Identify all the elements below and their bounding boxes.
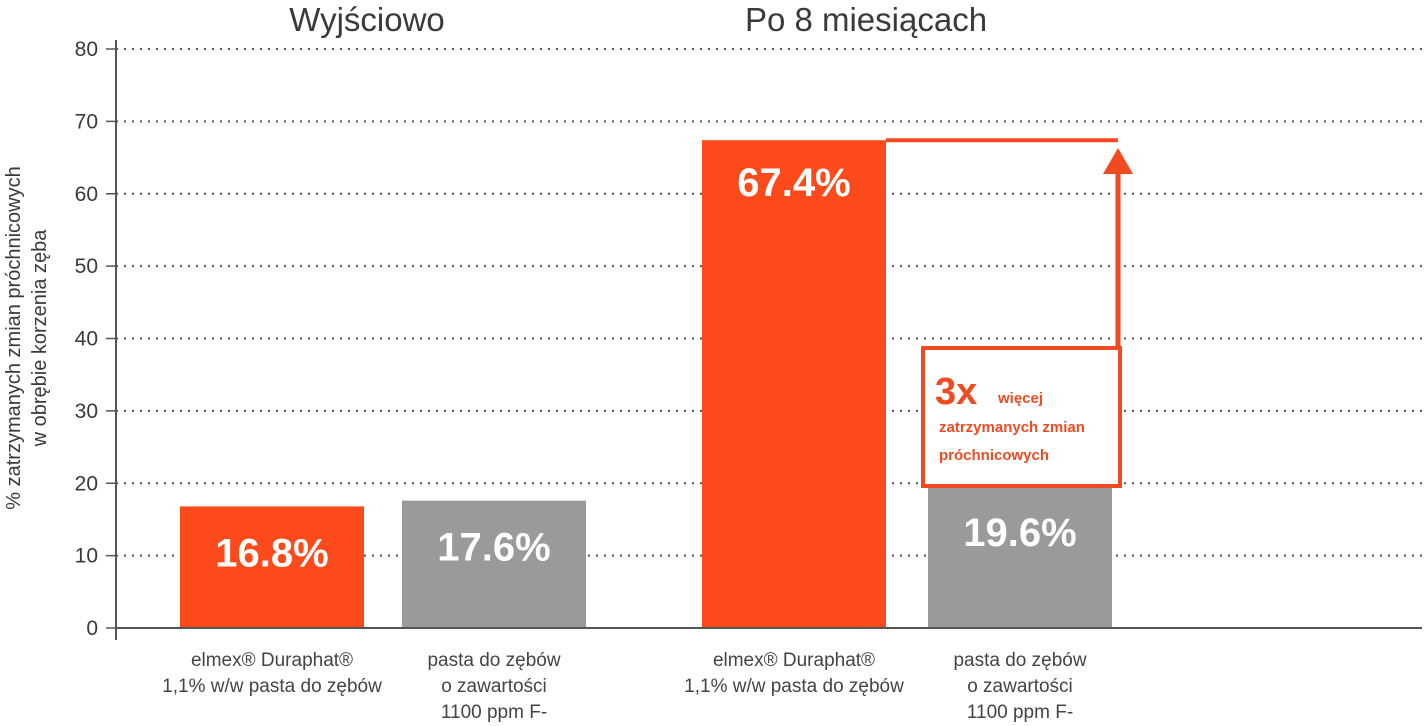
data-label: 19.6%: [963, 511, 1076, 555]
group-titles: Wyjściowo Po 8 miesiącach: [289, 1, 987, 38]
bar: [928, 486, 1112, 628]
y-tick-label: 40: [75, 328, 98, 351]
annotation-line: próchnicowych: [939, 447, 1049, 464]
y-tick-label: 80: [75, 38, 98, 61]
y-tick-label: 30: [75, 400, 98, 423]
annotation-line: zatrzymanych zmian: [939, 419, 1085, 436]
category-label-line: o zawartości: [967, 676, 1073, 697]
y-tick-label: 0: [86, 617, 98, 640]
y-tick-label: 20: [75, 472, 98, 495]
category-label-line: elmex® Duraphat®: [713, 650, 875, 671]
data-label: 67.4%: [737, 161, 850, 205]
bar: [402, 500, 586, 628]
group-title: Po 8 miesiącach: [745, 1, 987, 38]
y-axis-label-line: w obrębie korzenia zęba: [29, 229, 51, 448]
arrow-head: [1103, 148, 1133, 174]
data-label: 17.6%: [437, 526, 550, 570]
category-label-line: 1100 ppm F-: [441, 702, 547, 723]
group-title: Wyjściowo: [289, 1, 445, 38]
category-label-line: elmex® Duraphat®: [191, 650, 353, 671]
axes: [115, 40, 1422, 640]
category-label-line: o zawartości: [441, 676, 547, 697]
category-label-line: 1100 ppm F-: [967, 702, 1073, 723]
y-tick-label: 50: [75, 255, 98, 278]
data-label: 16.8%: [215, 531, 328, 575]
annotation: 3x więcej zatrzymanych zmian próchnicowych: [886, 138, 1133, 488]
category-label-line: pasta do zębów: [427, 650, 560, 671]
y-tick-label: 70: [75, 110, 98, 133]
category-label-line: pasta do zębów: [953, 650, 1086, 671]
bar: [702, 140, 886, 628]
category-labels: elmex® Duraphat® 1,1% w/w pasta do zębów p…: [162, 650, 1087, 723]
y-tick-label: 60: [75, 183, 98, 206]
bar: [180, 506, 364, 628]
y-tick-labels: 0 10 20 30 40 50 60 70 80: [75, 38, 98, 640]
annotation-multiplier: 3x: [935, 371, 977, 413]
annotation-box: [921, 346, 1122, 488]
annotation-line: więcej: [997, 390, 1043, 407]
y-axis-label: % zatrzymanych zmian próchnicowych w obrę…: [3, 166, 51, 509]
category-label-line: 1,1% w/w pasta do zębów: [684, 676, 904, 697]
category-label-line: 1,1% w/w pasta do zębów: [162, 676, 382, 697]
bars: 16.8% 17.6% 67.4% 19.6%: [180, 140, 1112, 628]
y-axis-label-line: % zatrzymanych zmian próchnicowych: [3, 166, 25, 509]
y-tick-label: 10: [75, 545, 98, 568]
